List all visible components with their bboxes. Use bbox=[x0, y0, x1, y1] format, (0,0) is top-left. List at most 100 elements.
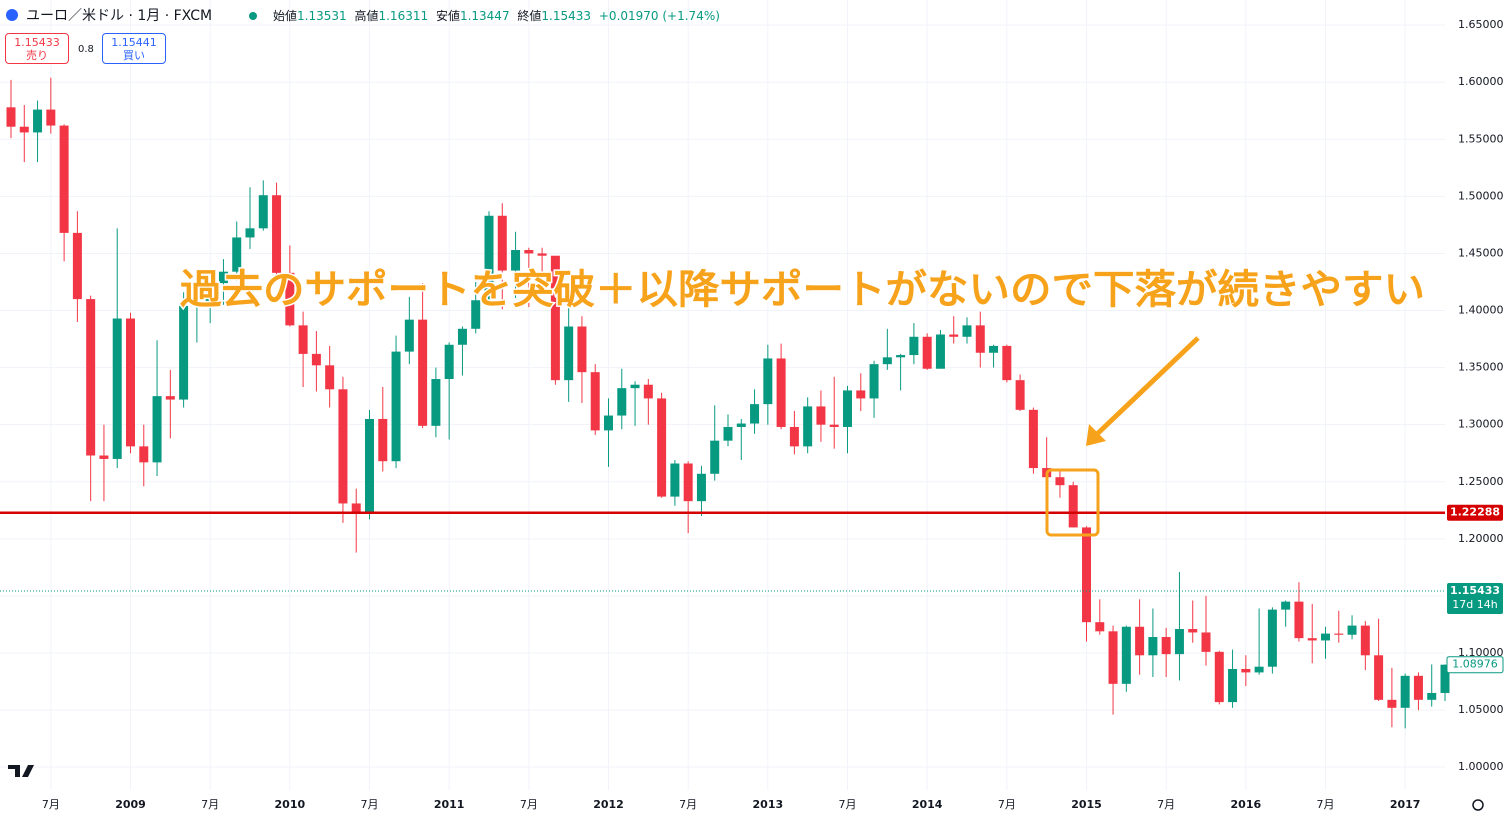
candle-body bbox=[1095, 622, 1105, 632]
sell-button[interactable]: 1.15433 売り bbox=[5, 33, 69, 64]
candle-body bbox=[856, 390, 866, 399]
candle-body bbox=[896, 355, 906, 358]
y-tick-label: 1.65000 bbox=[1458, 18, 1504, 31]
status-dot bbox=[249, 12, 257, 20]
symbol[interactable]: ユーロ／米ドル · 1月 · FXCM bbox=[26, 8, 212, 24]
candle-body bbox=[1002, 345, 1012, 381]
candle-body bbox=[962, 325, 972, 337]
candle-body bbox=[909, 336, 919, 356]
candle-body bbox=[1267, 609, 1277, 667]
candle-body bbox=[1294, 601, 1304, 639]
candle-body bbox=[630, 384, 640, 389]
candle-body bbox=[258, 195, 268, 229]
x-tick-label: 7月 bbox=[201, 798, 219, 811]
label: 始値 bbox=[273, 8, 297, 23]
candle-body bbox=[484, 215, 494, 301]
candle-body bbox=[643, 384, 653, 399]
candle-body bbox=[723, 426, 733, 441]
candle-body bbox=[882, 357, 892, 365]
candle-body bbox=[803, 406, 813, 447]
candle-body bbox=[272, 195, 282, 273]
spread: 0.8 bbox=[78, 44, 94, 55]
candle-body bbox=[431, 379, 441, 426]
buy-button[interactable]: 1.15441 買い bbox=[102, 33, 166, 64]
value: 1.13447 bbox=[460, 9, 510, 23]
x-tick-label: 2015 bbox=[1071, 798, 1102, 811]
x-tick-label: 2014 bbox=[912, 798, 943, 811]
candle-body bbox=[524, 250, 534, 254]
y-tick-label: 1.40000 bbox=[1458, 304, 1504, 317]
settings-icon[interactable] bbox=[1472, 799, 1484, 811]
x-tick-label: 2012 bbox=[593, 798, 624, 811]
candle-body bbox=[789, 426, 799, 447]
candle-body bbox=[1321, 633, 1330, 641]
candle-body bbox=[975, 325, 985, 353]
candle-body bbox=[922, 336, 932, 369]
candle-body bbox=[338, 389, 348, 504]
candle-body bbox=[696, 473, 706, 502]
candle-body bbox=[1374, 655, 1384, 700]
candle-body bbox=[351, 503, 361, 513]
close-label: 1.08976 bbox=[1452, 658, 1498, 671]
candle-body bbox=[657, 398, 667, 497]
candle-body bbox=[670, 463, 680, 497]
candle-body bbox=[617, 388, 627, 416]
candle-body bbox=[1413, 675, 1423, 700]
candle-body bbox=[99, 455, 109, 459]
y-tick-label: 1.30000 bbox=[1458, 418, 1504, 431]
candle-body bbox=[418, 319, 428, 426]
label: 安値 bbox=[436, 8, 460, 23]
sell-price: 1.15433 bbox=[14, 36, 60, 49]
last-price-label: 1.15433 bbox=[1450, 584, 1500, 597]
y-tick-label: 1.50000 bbox=[1458, 189, 1504, 202]
candle-body bbox=[564, 326, 574, 381]
candle-body bbox=[710, 440, 720, 474]
candle-body bbox=[1068, 485, 1078, 528]
candle-body bbox=[1055, 477, 1065, 486]
x-tick-label: 2017 bbox=[1390, 798, 1421, 811]
candle-body bbox=[19, 126, 29, 133]
candle-body bbox=[1334, 633, 1344, 635]
candle-body bbox=[165, 396, 175, 400]
candle-body bbox=[1440, 664, 1450, 693]
candle-body bbox=[843, 390, 852, 427]
y-tick-label: 1.60000 bbox=[1458, 75, 1504, 88]
support-label: 1.22288 bbox=[1450, 506, 1500, 519]
logo bbox=[8, 765, 34, 777]
candle-body bbox=[391, 351, 401, 462]
candle-body bbox=[1281, 601, 1291, 610]
candle-body bbox=[457, 328, 467, 345]
x-tick-label: 7月 bbox=[1317, 798, 1335, 811]
candle-body bbox=[511, 250, 521, 271]
x-tick-label: 2013 bbox=[753, 798, 784, 811]
annotation: 過去のサポートを突破＋以降サポートがないので下落が続きやすい bbox=[180, 267, 1425, 313]
label: 終値 bbox=[517, 8, 541, 23]
y-tick-label: 1.10000 bbox=[1458, 646, 1504, 659]
symbol-icon bbox=[6, 9, 18, 21]
x-tick-label: 7月 bbox=[42, 798, 60, 811]
value: 1.16311 bbox=[378, 9, 428, 23]
candle-body bbox=[444, 344, 454, 380]
candle-body bbox=[590, 372, 600, 431]
ohlc: 始値1.13531 高値1.16311 安値1.13447 終値1.15433 … bbox=[273, 8, 720, 23]
x-tick-label: 2009 bbox=[115, 798, 146, 811]
candle-body bbox=[683, 463, 693, 502]
label: 高値 bbox=[354, 8, 378, 23]
candle-body bbox=[1214, 651, 1224, 703]
candle-body bbox=[1108, 631, 1118, 684]
arrow bbox=[1093, 336, 1200, 438]
candle-body bbox=[298, 325, 308, 354]
buy-price: 1.15441 bbox=[111, 36, 157, 49]
value: 1.13531 bbox=[297, 9, 347, 23]
candle-body bbox=[325, 365, 335, 390]
candle-body bbox=[1121, 626, 1131, 684]
candle-body bbox=[736, 423, 746, 427]
candle-body bbox=[1400, 675, 1410, 708]
buy-label: 買い bbox=[123, 49, 145, 62]
value: 1.15433 bbox=[541, 9, 591, 23]
x-tick-label: 2010 bbox=[275, 798, 306, 811]
close-tag bbox=[1446, 656, 1504, 674]
